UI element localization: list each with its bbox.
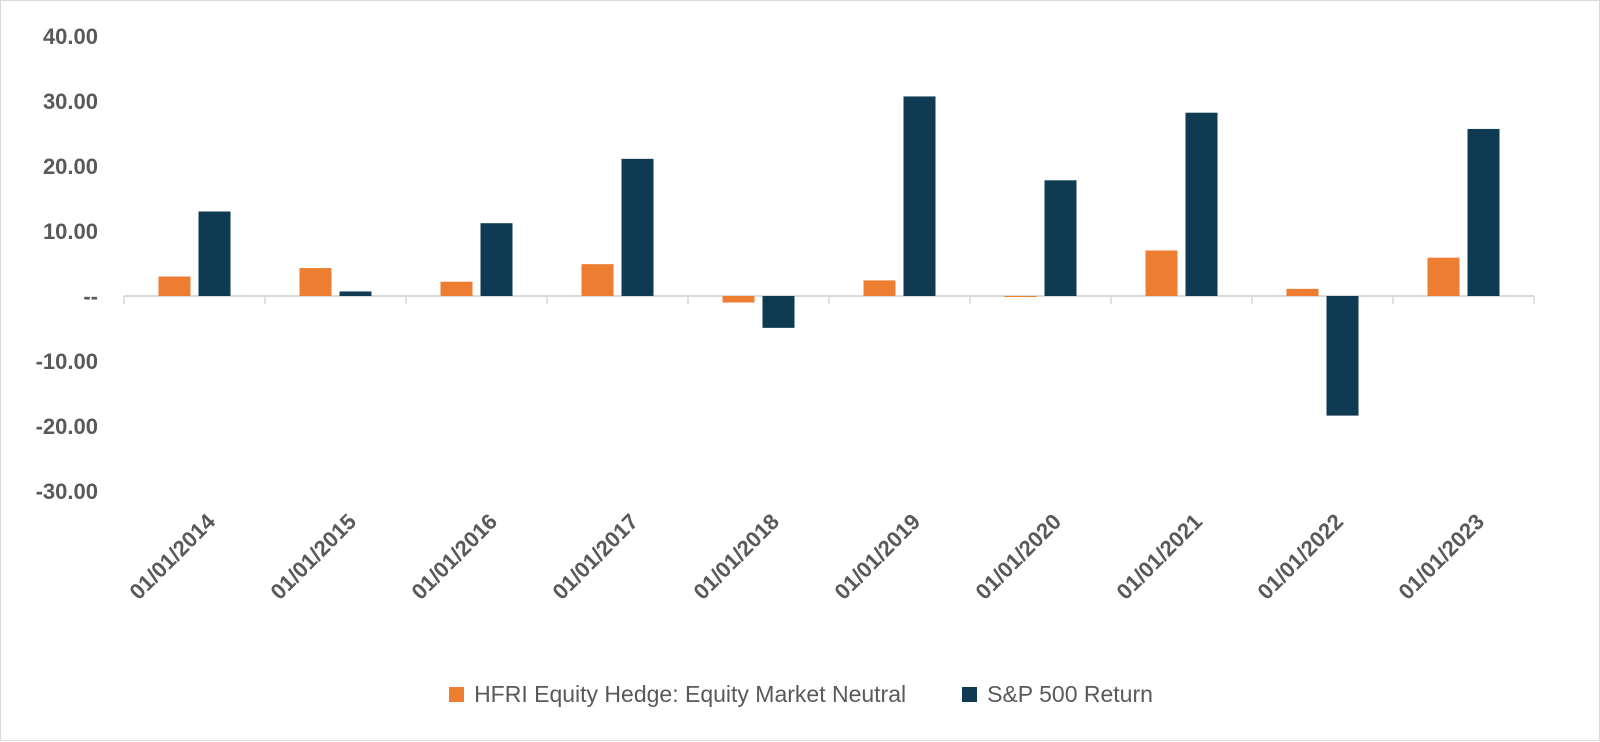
y-tick-label: 30.00 <box>43 89 98 114</box>
bar-hfri <box>158 276 191 296</box>
bar-sp500 <box>621 158 654 296</box>
legend: HFRI Equity Hedge: Equity Market Neutral… <box>1 679 1600 709</box>
x-tick-label: 01/01/2015 <box>265 509 361 605</box>
x-tick-label: 01/01/2016 <box>406 509 502 605</box>
legend-item-hfri: HFRI Equity Hedge: Equity Market Neutral <box>449 681 906 708</box>
y-tick-label: -20.00 <box>36 414 98 439</box>
y-tick-label: -30.00 <box>36 479 98 504</box>
x-tick-label: 01/01/2017 <box>547 509 643 605</box>
bar-hfri <box>581 264 614 296</box>
x-tick-label: 01/01/2020 <box>970 509 1066 605</box>
bar-sp500 <box>1185 112 1218 296</box>
bar-hfri <box>863 280 896 296</box>
y-tick-label: 40.00 <box>43 24 98 49</box>
x-tick-label: 01/01/2022 <box>1252 509 1348 605</box>
bar-hfri <box>440 281 473 296</box>
bar-sp500 <box>1326 296 1359 416</box>
bar-hfri <box>1145 250 1178 296</box>
bar-sp500 <box>339 291 372 296</box>
x-tick-label: 01/01/2019 <box>829 509 925 605</box>
x-tick-label: 01/01/2018 <box>688 509 784 605</box>
y-tick-label: 20.00 <box>43 154 98 179</box>
bar-sp500 <box>198 211 231 296</box>
legend-label-hfri: HFRI Equity Hedge: Equity Market Neutral <box>474 680 907 707</box>
legend-label-sp500: S&P 500 Return <box>987 680 1153 707</box>
bar-sp500 <box>480 223 513 296</box>
bar-sp500 <box>1467 128 1500 296</box>
legend-swatch-sp500 <box>962 686 978 702</box>
bar-hfri <box>1004 296 1037 297</box>
x-tick-label: 01/01/2021 <box>1111 509 1207 605</box>
x-tick-label: 01/01/2023 <box>1393 509 1489 605</box>
bar-sp500 <box>903 96 936 296</box>
legend-item-sp500: S&P 500 Return <box>962 681 1153 708</box>
bar-sp500 <box>762 296 795 328</box>
bar-hfri <box>1427 257 1460 296</box>
bar-hfri <box>299 268 332 296</box>
x-tick-label: 01/01/2014 <box>124 508 220 604</box>
bar-hfri <box>722 296 755 303</box>
legend-swatch-hfri <box>449 686 465 702</box>
y-tick-label: -10.00 <box>36 349 98 374</box>
bar-sp500 <box>1044 180 1077 296</box>
bar-hfri <box>1286 288 1319 296</box>
y-tick-label: 10.00 <box>43 219 98 244</box>
y-tick-label: -- <box>83 284 98 309</box>
